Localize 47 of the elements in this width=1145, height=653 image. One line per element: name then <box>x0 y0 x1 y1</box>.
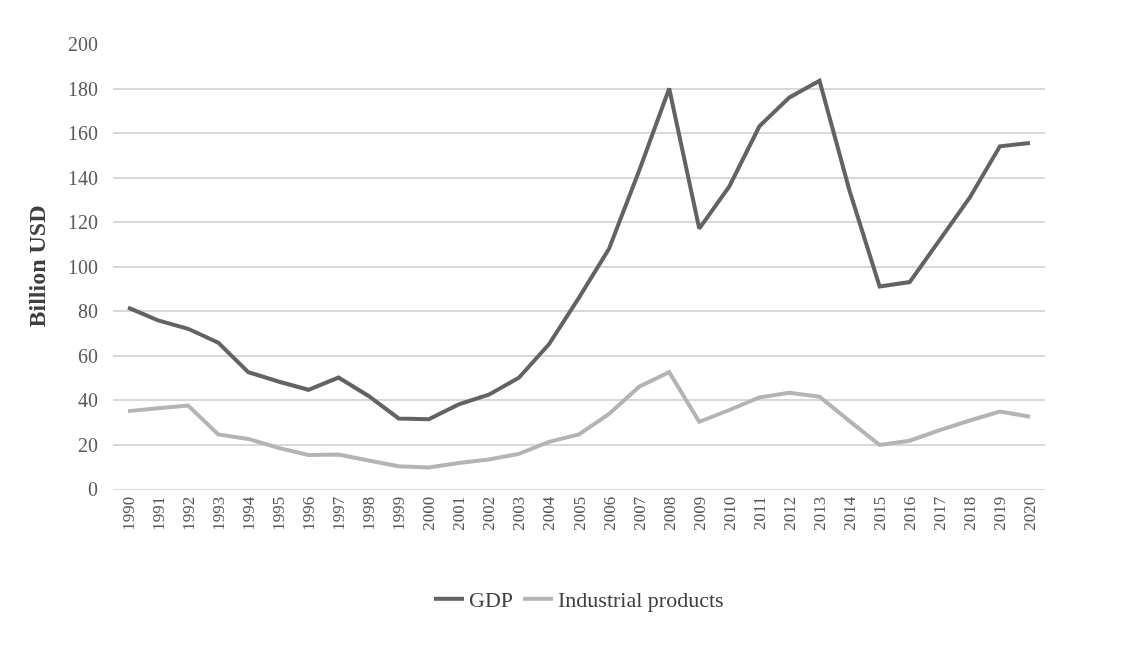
x-tick-label: 1993 <box>208 496 228 531</box>
y-axis-title: Billion USD <box>24 205 51 328</box>
x-tick-label: 1999 <box>389 496 409 531</box>
x-tick-label: 2017 <box>930 496 950 531</box>
x-tick-label: 1992 <box>178 496 198 531</box>
y-tick-label: 40 <box>78 389 98 411</box>
y-tick-label: 200 <box>68 33 98 55</box>
x-tick-label: 1991 <box>148 496 168 531</box>
line-series <box>126 78 1032 422</box>
y-tick-label: 140 <box>68 166 98 189</box>
x-tick-label: 2006 <box>599 496 619 531</box>
x-tick-label: 2004 <box>539 496 559 531</box>
x-tick-label: 2016 <box>900 496 920 531</box>
line-series <box>126 370 1032 470</box>
x-tick-label: 2009 <box>689 496 709 531</box>
y-tick-label: 0 <box>88 478 98 500</box>
y-tick-label: 20 <box>78 433 98 456</box>
legend-label: Industrial products <box>558 587 724 613</box>
y-tick-label: 120 <box>68 211 98 233</box>
x-tick-label: 2005 <box>569 496 589 531</box>
x-tick-label: 2015 <box>870 496 890 531</box>
x-tick-label: 2019 <box>990 496 1010 531</box>
y-tick-label: 60 <box>78 344 98 367</box>
x-tick-label: 1995 <box>268 496 288 531</box>
x-tick-label: 2011 <box>749 496 769 531</box>
x-tick-label: 2020 <box>1020 496 1040 531</box>
x-tick-label: 2013 <box>810 496 830 531</box>
x-tick-label: 1994 <box>238 496 258 531</box>
x-tick-label: 2000 <box>419 496 439 531</box>
x-tick-label: 2003 <box>509 496 529 531</box>
legend-label: GDP <box>469 587 514 613</box>
x-tick-label: 1996 <box>298 496 318 531</box>
x-tick-label: 2002 <box>479 496 499 531</box>
y-tick-label: 80 <box>78 300 98 322</box>
x-tick-label: 2010 <box>719 496 739 531</box>
x-tick-label: 2012 <box>779 496 799 531</box>
x-tick-label: 2001 <box>449 496 469 531</box>
y-tick-label: 100 <box>68 255 98 278</box>
x-tick-label: 1997 <box>329 496 349 531</box>
x-tick-label: 1990 <box>118 496 138 531</box>
y-tick-label: 160 <box>68 122 98 144</box>
x-tick-label: 1998 <box>359 496 379 531</box>
x-tick-label: 2018 <box>960 496 980 531</box>
x-tick-label: 2007 <box>629 496 649 531</box>
x-tick-label: 2014 <box>840 496 860 531</box>
x-tick-label: 2008 <box>659 496 679 531</box>
y-tick-label: 180 <box>68 77 98 100</box>
